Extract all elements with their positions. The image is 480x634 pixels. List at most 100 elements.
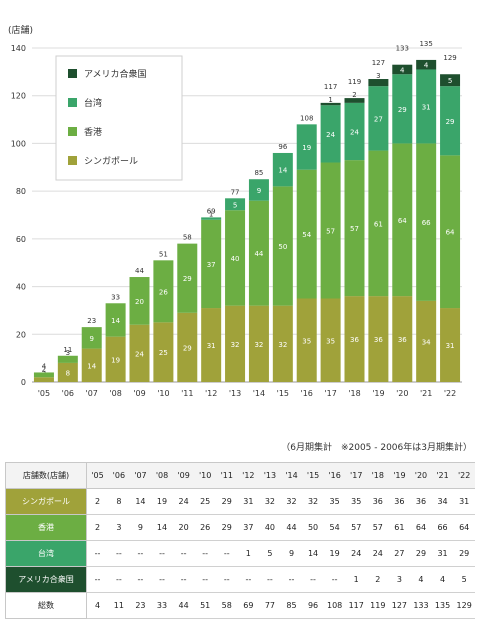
table-cell: 14 (151, 514, 173, 541)
table-header-row: 店舗数(店舗) '05'06'07'08'09'10'11'12'13'14'15… (5, 462, 475, 489)
bar-segment (201, 217, 222, 220)
table-cell: 2 (86, 514, 109, 541)
table-cell: -- (280, 566, 303, 593)
year-header: '13 (259, 462, 281, 489)
table-cell: 19 (323, 540, 346, 567)
table-cell: 5 (453, 566, 475, 593)
table-cell: 5 (259, 540, 281, 567)
data-label: 24 (135, 350, 144, 358)
table-cell: 26 (194, 514, 216, 541)
table-cell: 24 (172, 488, 195, 515)
table-cell: 9 (129, 514, 152, 541)
bar-segment (440, 86, 461, 156)
legend-label: シンガポール (84, 156, 138, 167)
table-cell: -- (194, 540, 216, 567)
y-tick-label: 40 (16, 283, 26, 292)
bar-segment (368, 79, 389, 87)
total-label: 23 (87, 317, 96, 325)
table-cell: 34 (431, 488, 454, 515)
table-cell: 29 (215, 488, 238, 515)
table-cell: -- (194, 566, 216, 593)
total-label: 127 (372, 59, 385, 67)
data-label: 5 (233, 201, 237, 209)
bar-segment (225, 210, 246, 306)
data-label: 57 (350, 225, 359, 233)
table-cell: 135 (431, 592, 454, 619)
table-cell: 54 (323, 514, 346, 541)
bar-segment (416, 59, 437, 70)
table-cell: 119 (367, 592, 389, 619)
table-cell: 3 (388, 566, 411, 593)
x-tick-label: '11 (181, 389, 193, 398)
data-label: 26 (159, 288, 168, 296)
year-header: '22 (453, 462, 475, 489)
data-label: 29 (446, 118, 455, 126)
y-tick-label: 100 (11, 139, 26, 148)
table-cell: 50 (302, 514, 324, 541)
x-tick-label: '17 (324, 389, 336, 398)
row-label: 台湾 (5, 540, 87, 567)
table-cell: 29 (215, 514, 238, 541)
table-cell: 24 (345, 540, 368, 567)
table-cell: 77 (259, 592, 281, 619)
table-row: 台湾 -- -- -- -- -- -- -- 1 5 9 14 19 24 24 27 29 31 29 (5, 540, 475, 567)
bar-segment (33, 372, 54, 378)
bar-segment (57, 355, 78, 363)
x-tick-label: '14 (253, 389, 265, 398)
data-label: 2 (42, 365, 46, 373)
total-label: 11 (63, 346, 72, 354)
x-tick-label: '21 (420, 389, 432, 398)
data-label: 3 (376, 72, 380, 80)
table-corner-header: 店舗数(店舗) (5, 462, 87, 489)
table-cell: 35 (345, 488, 368, 515)
table-cell: 108 (323, 592, 346, 619)
y-axis-label: (店舗) (8, 24, 33, 36)
table-cell: -- (259, 566, 281, 593)
total-label: 69 (207, 207, 216, 215)
table-cell: 44 (280, 514, 303, 541)
table-cell: 61 (388, 514, 411, 541)
table-cell: 32 (280, 488, 303, 515)
year-header: '08 (151, 462, 173, 489)
table-cell: 66 (431, 514, 454, 541)
bar-segment (344, 102, 365, 161)
bar-segment (105, 336, 126, 382)
bar-segment (248, 179, 269, 201)
x-tick-label: '20 (396, 389, 408, 398)
data-label: 35 (302, 337, 311, 345)
bar-segment (368, 296, 389, 382)
year-header: '16 (323, 462, 346, 489)
table-cell: 19 (151, 488, 173, 515)
bar-segment (416, 143, 437, 301)
table-cell: 32 (259, 488, 281, 515)
bar-segment (81, 327, 102, 349)
data-label: 14 (278, 167, 287, 175)
year-header: '21 (431, 462, 454, 489)
bar-segment (344, 160, 365, 297)
bar-segment (81, 348, 102, 382)
data-label: 29 (183, 275, 192, 283)
data-label: 54 (302, 231, 311, 239)
data-label: 29 (183, 344, 192, 352)
bar-segment (344, 98, 365, 103)
x-tick-label: '16 (301, 389, 313, 398)
legend-swatch (68, 98, 77, 107)
data-label: 5 (448, 77, 452, 85)
year-header: '10 (194, 462, 216, 489)
row-label: アメリカ合衆国 (5, 566, 87, 593)
table-cell: -- (86, 540, 109, 567)
data-label: 20 (135, 298, 144, 306)
table-cell: -- (108, 540, 130, 567)
bar-segment (272, 186, 293, 306)
x-tick-label: '08 (109, 389, 121, 398)
table-cell: 1 (345, 566, 368, 593)
data-label: 32 (278, 341, 287, 349)
legend-label: 香港 (84, 126, 102, 138)
data-label: 2 (352, 91, 356, 99)
bar-segment (177, 243, 198, 313)
data-label: 25 (159, 349, 168, 357)
bar-segment (153, 260, 174, 323)
bar-segment (57, 362, 78, 382)
table-cell: 36 (410, 488, 432, 515)
y-tick-label: 20 (16, 330, 26, 339)
